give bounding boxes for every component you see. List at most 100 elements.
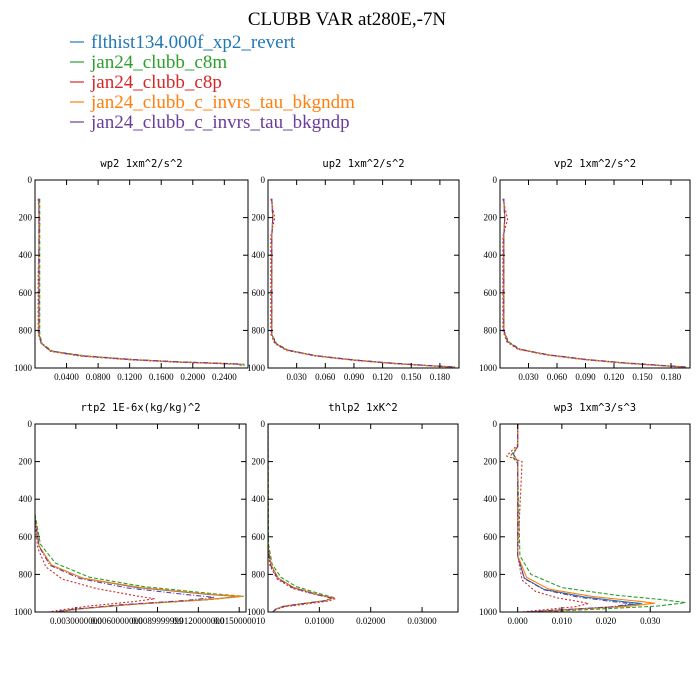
plot-frame xyxy=(499,179,691,369)
y-tick-label: 200 xyxy=(484,457,498,467)
series-line-1 xyxy=(271,198,455,368)
x-tick-label: 0.180 xyxy=(661,372,682,382)
y-tick-label: 600 xyxy=(19,288,33,298)
x-tick-label: 0.030 xyxy=(287,372,308,382)
series-line-2 xyxy=(268,424,335,612)
panel-2: up2 1xm^2/s^2 0 200 400 600 800 1000 0.030 0.060… xyxy=(247,158,460,382)
x-tick-label: 0.010 xyxy=(552,616,573,626)
y-tick-label: 1000 xyxy=(14,363,33,373)
plot-frame xyxy=(34,423,247,613)
series-line-2 xyxy=(503,198,687,368)
x-tick-label: 0.120 xyxy=(372,372,393,382)
y-tick-label: 200 xyxy=(484,213,498,223)
series-line-2 xyxy=(39,198,245,367)
y-tick-label: 0 xyxy=(261,175,266,185)
x-tick-label: 0.030 xyxy=(640,616,661,626)
y-tick-label: 800 xyxy=(484,325,498,335)
y-tick-label: 600 xyxy=(252,288,266,298)
x-tick-label: 0.020 xyxy=(596,616,617,626)
series-line-4 xyxy=(503,198,686,368)
y-tick-label: 400 xyxy=(252,494,266,504)
x-tick-label: 0.060 xyxy=(547,372,568,382)
series-line-4 xyxy=(268,424,334,612)
series-line-4 xyxy=(271,198,455,368)
panel-3: vp2 1xm^2/s^2 0 200 400 600 800 1000 0.030 0.060… xyxy=(479,158,691,382)
x-tick-label: 0.02000 xyxy=(356,616,386,626)
x-tick-label: 0.090 xyxy=(575,372,596,382)
legend-label: jan24_clubb_c_invrs_tau_bkgndm xyxy=(90,92,355,113)
series-line-1 xyxy=(268,424,333,612)
y-tick-label: 1000 xyxy=(247,363,266,373)
panel-title: wp3 1xm^3/s^3 xyxy=(554,402,636,414)
x-tick-label: 0.1600 xyxy=(149,372,174,382)
y-tick-label: 0 xyxy=(28,175,33,185)
series-line-4 xyxy=(38,198,243,367)
series-line-5 xyxy=(268,424,332,612)
series-line-5 xyxy=(512,424,634,612)
y-tick-label: 200 xyxy=(19,457,33,467)
y-tick-label: 1000 xyxy=(479,607,498,617)
plot-frame xyxy=(34,179,249,369)
y-tick-label: 200 xyxy=(19,213,33,223)
series-line-2 xyxy=(510,424,687,612)
plot-frame xyxy=(267,423,459,613)
x-tick-label: 0.0400 xyxy=(54,372,79,382)
figure-title: CLUBB VAR at280E,-7N xyxy=(248,9,447,30)
y-tick-label: 600 xyxy=(252,532,266,542)
x-tick-label: 0.150 xyxy=(632,372,653,382)
x-tick-label: 0.0800 xyxy=(86,372,111,382)
legend: flthist134.000f_xp2_revertjan24_clubb_c8… xyxy=(70,32,355,133)
series-line-2 xyxy=(271,198,456,368)
panel-title: up2 1xm^2/s^2 xyxy=(322,158,404,170)
x-tick-label: 0.000 xyxy=(508,616,529,626)
x-tick-label: 0.0150000010 xyxy=(213,616,265,626)
series-line-3 xyxy=(35,521,156,612)
panel-5: thlp2 1xK^2 0 200 400 600 800 1000 0.01000 0.020… xyxy=(247,402,459,626)
series-line-3 xyxy=(270,198,454,368)
x-tick-label: 0.03000 xyxy=(407,616,437,626)
panels: wp2 1xm^2/s^2 0 200 400 600 800 1000 0.0400 0.08… xyxy=(14,158,691,626)
series-line-3 xyxy=(502,198,685,368)
legend-label: flthist134.000f_xp2_revert xyxy=(91,32,296,53)
y-tick-label: 400 xyxy=(252,250,266,260)
series-line-1 xyxy=(38,198,241,367)
x-tick-label: 0.01000 xyxy=(305,616,335,626)
x-tick-label: 0.2400 xyxy=(212,372,237,382)
panel-1: wp2 1xm^2/s^2 0 200 400 600 800 1000 0.0400 0.08… xyxy=(14,158,249,382)
series-line-5 xyxy=(38,198,241,366)
x-tick-label: 0.180 xyxy=(430,372,451,382)
panel-4: rtp2 1E-6x(kg/kg)^2 0 200 400 600 800 1000 0.00… xyxy=(14,402,266,626)
series-line-3 xyxy=(37,198,240,367)
panel-title: thlp2 1xK^2 xyxy=(328,402,398,414)
x-tick-label: 0.1200 xyxy=(117,372,142,382)
x-tick-label: 0.060 xyxy=(315,372,336,382)
y-tick-label: 0 xyxy=(493,175,498,185)
x-tick-label: 0.150 xyxy=(401,372,422,382)
y-tick-label: 400 xyxy=(19,250,33,260)
y-tick-label: 0 xyxy=(28,419,33,429)
legend-label: jan24_clubb_c_invrs_tau_bkgndp xyxy=(90,112,350,133)
y-tick-label: 1000 xyxy=(479,363,498,373)
panel-title: wp2 1xm^2/s^2 xyxy=(100,158,182,170)
y-tick-label: 0 xyxy=(261,419,266,429)
y-tick-label: 1000 xyxy=(14,607,33,617)
plot-frame xyxy=(267,179,460,369)
y-tick-label: 800 xyxy=(252,325,266,335)
y-tick-label: 800 xyxy=(484,569,498,579)
y-tick-label: 1000 xyxy=(247,607,266,617)
x-tick-label: 0.2000 xyxy=(180,372,205,382)
series-line-1 xyxy=(503,198,686,368)
plot-frame xyxy=(499,423,691,613)
y-tick-label: 400 xyxy=(19,494,33,504)
y-tick-label: 400 xyxy=(484,250,498,260)
series-line-5 xyxy=(503,198,686,368)
panel-title: rtp2 1E-6x(kg/kg)^2 xyxy=(80,402,200,414)
legend-label: jan24_clubb_c8m xyxy=(90,52,227,73)
y-tick-label: 600 xyxy=(484,532,498,542)
series-line-3 xyxy=(268,424,337,612)
series-line-4 xyxy=(35,517,243,612)
x-tick-label: 0.030 xyxy=(518,372,539,382)
series-line-3 xyxy=(506,424,589,612)
y-tick-label: 800 xyxy=(252,569,266,579)
